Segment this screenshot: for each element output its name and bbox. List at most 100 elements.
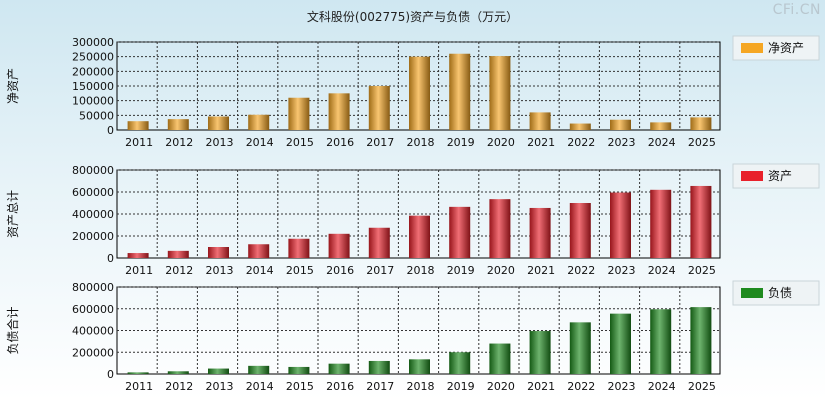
y-tick-label: 300000 [72, 36, 114, 49]
y-tick-label: 800000 [72, 164, 114, 177]
bar-2016 [328, 233, 350, 258]
x-tick-label: 2022 [567, 380, 595, 393]
legend-box [732, 35, 820, 61]
y-tick-label: 400000 [72, 325, 114, 338]
chart-title: 文科股份(002775)资产与负债（万元） [306, 10, 519, 24]
y-axis-label: 净资产 [6, 68, 20, 104]
panel-3: 0 200000 400000 600000 800000 2011 2012 2013 201… [5, 280, 820, 393]
legend-swatch [741, 288, 763, 298]
y-tick-label: 800000 [72, 281, 114, 294]
bar-2023 [610, 119, 631, 130]
x-tick-label: 2015 [286, 136, 314, 149]
x-tick-label: 2024 [648, 136, 676, 149]
bar-2025 [690, 117, 712, 130]
bar-2011 [127, 372, 149, 374]
bar-2014 [248, 114, 270, 130]
y-tick-label: 0 [107, 252, 114, 265]
x-tick-label: 2019 [447, 264, 475, 277]
x-tick-label: 2012 [165, 264, 193, 277]
x-tick-label: 2019 [447, 136, 475, 149]
bar-2022 [569, 322, 591, 374]
x-tick-label: 2017 [366, 380, 394, 393]
x-tick-label: 2020 [487, 264, 515, 277]
y-tick-label: 200000 [72, 65, 114, 78]
x-tick-label: 2025 [688, 264, 716, 277]
bar-2016 [328, 363, 350, 374]
x-tick-label: 2017 [366, 264, 394, 277]
x-tick-label: 2019 [447, 380, 475, 393]
bar-2020 [489, 343, 511, 374]
bar-2023 [610, 192, 631, 258]
y-tick-label: 250000 [72, 51, 114, 64]
y-tick-label: 400000 [72, 208, 114, 221]
y-tick-label: 600000 [72, 186, 114, 199]
x-tick-label: 2012 [165, 136, 193, 149]
y-tick-label: 200000 [72, 346, 114, 359]
x-tick-label: 2025 [688, 380, 716, 393]
bar-2022 [569, 123, 591, 130]
y-tick-label: 150000 [72, 80, 114, 93]
y-tick-label: 600000 [72, 303, 114, 316]
x-tick-label: 2024 [648, 380, 676, 393]
watermark: CFi.CN [772, 2, 821, 18]
x-tick-label: 2021 [527, 264, 555, 277]
bar-2012 [167, 250, 189, 258]
x-tick-label: 2021 [527, 136, 555, 149]
x-tick-label: 2013 [206, 380, 234, 393]
x-tick-label: 2022 [567, 264, 595, 277]
bar-2013 [208, 116, 229, 130]
x-tick-label: 2025 [688, 136, 716, 149]
x-tick-label: 2018 [407, 380, 435, 393]
x-tick-label: 2016 [326, 136, 354, 149]
bar-2021 [529, 112, 551, 130]
bar-2017 [368, 360, 390, 374]
x-tick-label: 2013 [206, 136, 234, 149]
bar-2021 [529, 331, 551, 374]
x-tick-label: 2014 [246, 136, 274, 149]
bar-2024 [650, 122, 672, 130]
bar-2019 [449, 53, 471, 130]
x-tick-label: 2011 [125, 264, 153, 277]
panel-2: 0 200000 400000 600000 800000 2011 2012 2013 201… [6, 163, 820, 277]
bar-2011 [127, 253, 149, 258]
legend-swatch [741, 171, 763, 181]
bar-2017 [368, 227, 390, 258]
x-tick-label: 2020 [487, 380, 515, 393]
x-tick-label: 2018 [407, 136, 435, 149]
x-tick-label: 2017 [366, 136, 394, 149]
bar-2025 [690, 185, 712, 258]
legend-label: 净资产 [768, 41, 804, 55]
bar-2022 [569, 203, 591, 258]
bar-2020 [489, 56, 511, 130]
x-tick-label: 2018 [407, 264, 435, 277]
bar-2014 [248, 365, 270, 374]
x-tick-label: 2011 [125, 380, 153, 393]
bar-2015 [288, 97, 310, 130]
bar-2015 [288, 238, 310, 258]
x-tick-label: 2013 [206, 264, 234, 277]
bar-2012 [167, 371, 189, 374]
x-tick-label: 2024 [648, 264, 676, 277]
y-tick-label: 200000 [72, 230, 114, 243]
bar-2013 [208, 247, 229, 258]
x-tick-label: 2016 [326, 380, 354, 393]
bar-2015 [288, 366, 310, 374]
bar-2018 [409, 215, 430, 258]
legend-swatch [741, 43, 763, 53]
bar-2018 [409, 359, 430, 374]
bar-2011 [127, 121, 149, 130]
x-tick-label: 2023 [608, 264, 636, 277]
y-axis-label: 资产总计 [6, 190, 20, 238]
bar-2023 [610, 313, 631, 374]
x-tick-label: 2016 [326, 264, 354, 277]
bar-2025 [690, 307, 712, 374]
bar-2024 [650, 309, 672, 374]
x-tick-label: 2023 [608, 136, 636, 149]
bar-2020 [489, 199, 511, 258]
legend-label: 负债 [768, 286, 792, 300]
y-tick-label: 100000 [72, 95, 114, 108]
x-tick-label: 2012 [165, 380, 193, 393]
bar-2024 [650, 189, 672, 258]
